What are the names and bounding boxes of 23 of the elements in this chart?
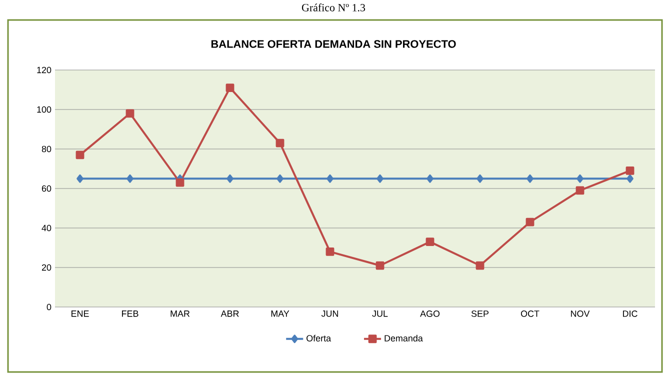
legend-label: Demanda (384, 334, 423, 342)
x-tick-label: MAY (271, 310, 290, 317)
legend-label: Oferta (306, 334, 332, 342)
x-tick-label: DIC (623, 310, 638, 317)
x-tick-label: OCT (520, 310, 540, 317)
y-tick-label: 120 (37, 66, 52, 74)
y-tick-label: 80 (42, 146, 52, 152)
y-tick-label: 60 (42, 185, 52, 192)
x-tick-label: AGO (420, 310, 440, 317)
x-tick-label: ENE (72, 310, 89, 317)
y-tick-label: 100 (37, 106, 52, 113)
x-tick-label: ABR (220, 310, 239, 317)
x-tick-label: FEB (122, 310, 138, 317)
x-tick-label: NOV (571, 310, 590, 317)
chart-title: BALANCE OFERTA DEMANDA SIN PROYECTO (211, 40, 456, 48)
x-tick-label: SEP (471, 310, 489, 317)
y-tick-label: 0 (46, 304, 52, 310)
text: Gráfico Nº 1.3 (302, 4, 366, 12)
y-tick-label: 20 (42, 264, 52, 271)
x-tick-label: JUL (372, 310, 388, 317)
y-tick-label: 40 (42, 224, 52, 232)
x-tick-label: MAR (170, 310, 190, 317)
x-tick-label: JUN (321, 310, 338, 317)
